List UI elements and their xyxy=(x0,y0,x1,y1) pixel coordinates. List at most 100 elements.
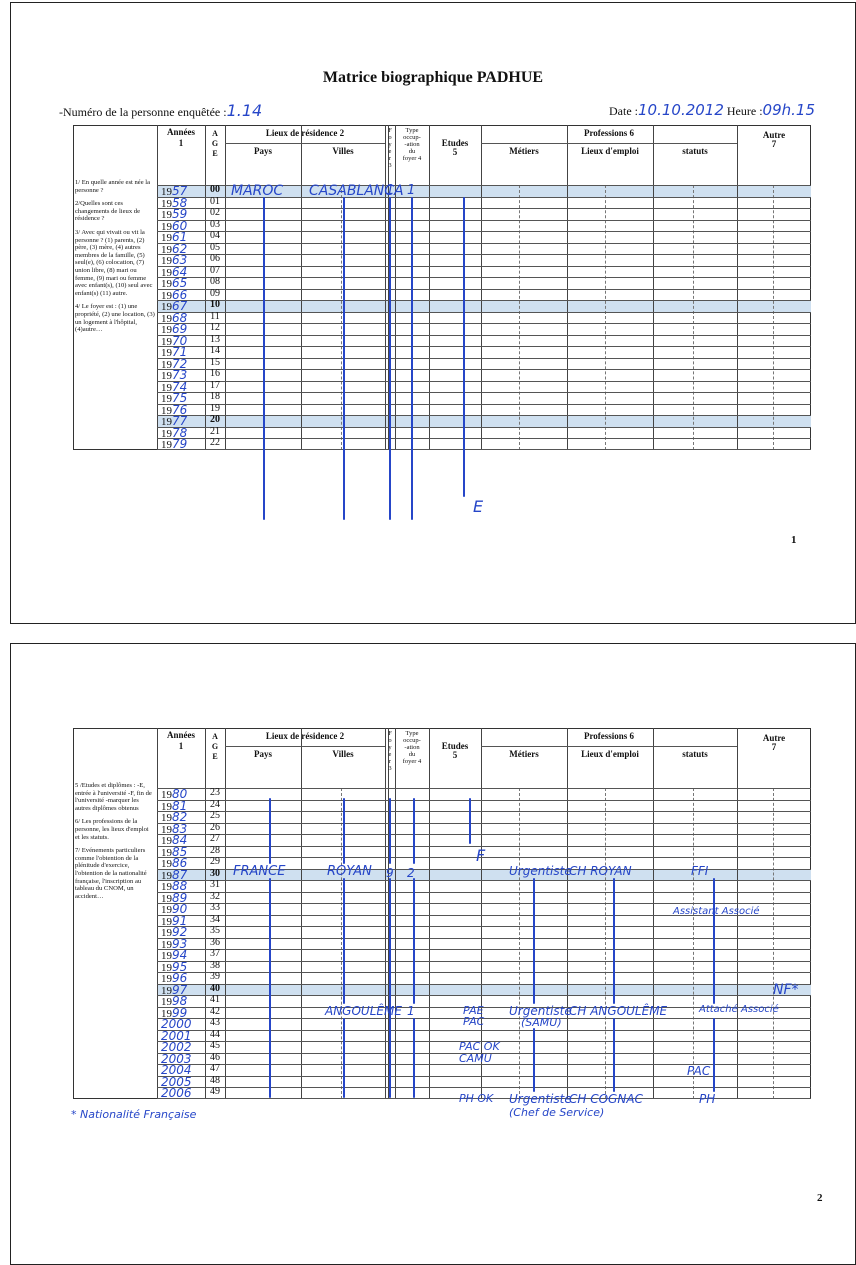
age-cell: 14 xyxy=(210,345,220,356)
highlight-row xyxy=(157,983,811,995)
side-question: 6/ Les professions de la personne, les l… xyxy=(75,818,149,841)
side-questions: 5 /Etudes et diplômes : -E, entrée à l'u… xyxy=(75,782,155,906)
villes-header: Villes xyxy=(332,749,354,759)
age-cell: 36 xyxy=(210,936,220,948)
foyer-header: F o y e r 3 xyxy=(388,730,392,772)
column-divider xyxy=(157,125,158,450)
age-cell: 18 xyxy=(210,391,220,402)
age-header: A G E xyxy=(211,732,219,761)
year-cell: 1975 xyxy=(161,391,188,405)
year-cell: 1958 xyxy=(161,195,188,210)
column-divider xyxy=(653,125,654,450)
row-divider xyxy=(157,392,811,393)
age-cell: 33 xyxy=(210,902,220,913)
column-divider xyxy=(388,728,389,1099)
year-cell: 2003 xyxy=(161,1051,192,1066)
age-cell: 07 xyxy=(210,264,220,276)
age-cell: 08 xyxy=(210,276,220,287)
row-divider xyxy=(157,231,811,232)
column-divider xyxy=(301,728,302,1099)
continuation-stroke xyxy=(613,1018,615,1092)
row-divider xyxy=(157,208,811,209)
row-divider xyxy=(157,949,811,950)
column-subdivider xyxy=(519,788,520,1099)
age-cell: 45 xyxy=(210,1040,220,1051)
row-divider xyxy=(157,880,811,881)
column-divider xyxy=(395,125,396,450)
year-cell: 1976 xyxy=(161,402,188,417)
side-question: 5 /Etudes et diplômes : -E, entrée à l'u… xyxy=(75,782,152,812)
year-cell: 1998 xyxy=(161,994,188,1008)
row-divider xyxy=(157,426,811,428)
age-cell: 37 xyxy=(210,948,220,959)
year-cell: 1981 xyxy=(161,798,188,813)
etudes-header: Etudes 5 xyxy=(441,741,469,760)
villes-header: Villes xyxy=(332,146,354,156)
age-cell: 44 xyxy=(210,1028,220,1040)
age-cell: 04 xyxy=(210,230,220,241)
row-divider xyxy=(157,857,811,858)
side-question: 1/ En quelle année est née la personne ? xyxy=(75,179,151,194)
annees-number: 1 xyxy=(178,741,184,751)
age-cell: 19 xyxy=(210,402,220,414)
row-divider xyxy=(157,254,811,255)
statuts-header: statuts xyxy=(682,749,708,759)
continuation-stroke xyxy=(613,878,615,1004)
column-divider xyxy=(388,125,389,450)
row-divider xyxy=(157,1075,811,1077)
foyer-entry: 9 xyxy=(386,866,394,880)
autre-header: Autre 7 xyxy=(762,130,786,149)
etudes-entry: E xyxy=(473,497,484,516)
column-subdivider xyxy=(605,185,606,450)
header-divider xyxy=(481,746,737,747)
header-divider xyxy=(225,143,385,144)
column-divider xyxy=(481,728,482,1099)
page-number: 2 xyxy=(817,1192,823,1204)
type-header: Type occup- -ation du foyer 4 xyxy=(402,127,422,162)
row-divider xyxy=(157,1052,811,1054)
type-entry: 1 xyxy=(407,1004,415,1018)
age-cell: 47 xyxy=(210,1063,220,1074)
pays-header: Pays xyxy=(254,749,272,759)
column-subdivider xyxy=(693,788,694,1099)
row-divider xyxy=(157,380,811,382)
row-divider xyxy=(157,1029,811,1031)
year-cell: 1972 xyxy=(161,356,188,371)
metiers-header: Métiers xyxy=(509,146,539,156)
age-cell: 27 xyxy=(210,833,220,844)
continuation-stroke xyxy=(343,197,345,520)
ville-entry: CASABLANCA xyxy=(309,183,404,199)
row-divider xyxy=(157,972,811,973)
age-cell: 35 xyxy=(210,925,220,936)
column-divider xyxy=(737,728,738,1099)
lieux-emploi-header: Lieux d'emploi xyxy=(581,146,639,156)
row-divider xyxy=(157,914,811,916)
type-entry: 1 xyxy=(407,183,416,198)
year-cell: 1966 xyxy=(161,287,188,302)
row-divider xyxy=(157,323,811,324)
row-divider xyxy=(157,788,811,789)
type-header: Type occup- -ation du foyer 4 xyxy=(402,730,422,765)
age-cell: 17 xyxy=(210,379,220,391)
year-cell: 1996 xyxy=(161,971,188,985)
age-cell: 01 xyxy=(210,195,220,207)
row-divider xyxy=(157,311,811,313)
age-cell: 31 xyxy=(210,879,220,890)
continuation-stroke xyxy=(463,197,465,497)
age-cell: 22 xyxy=(210,437,220,448)
row-divider xyxy=(157,1041,811,1042)
year-cell: 1957 xyxy=(161,184,188,198)
side-question: 4/ Le foyer est : (1) une propriété, (2)… xyxy=(75,303,155,334)
row-divider xyxy=(157,903,811,904)
metier-entry: (Chef de Service) xyxy=(509,1106,605,1119)
age-cell: 43 xyxy=(210,1017,220,1028)
column-divider xyxy=(385,125,386,450)
column-subdivider xyxy=(519,185,520,450)
pays-entry: MAROC xyxy=(231,183,284,199)
side-question: 3/ Avec qui vivait ou vit la personne ? … xyxy=(75,228,153,297)
age-cell: 46 xyxy=(210,1051,220,1063)
column-divider xyxy=(429,728,430,1099)
year-cell: 1987 xyxy=(161,867,188,882)
age-cell: 38 xyxy=(210,959,220,971)
questionnaire-page-2: Années 1 Lieux de résidence 2 Pays Villes Etu… xyxy=(10,643,856,1265)
